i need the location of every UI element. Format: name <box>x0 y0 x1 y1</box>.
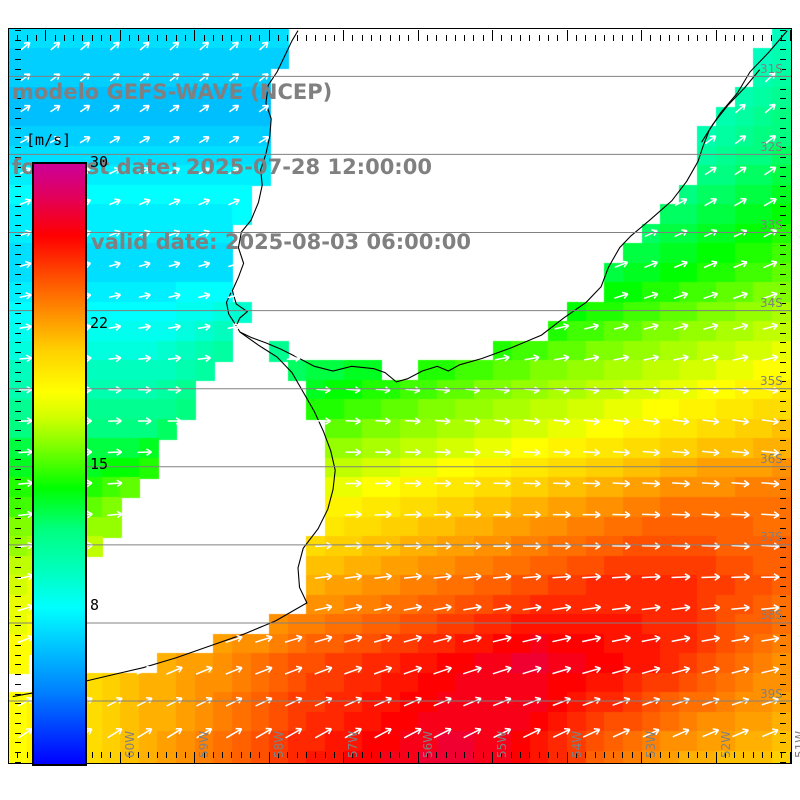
colorbar-tick-30: 30 <box>90 153 109 171</box>
right-axis-ticks <box>780 28 793 764</box>
latitude-label: 36S <box>760 452 783 467</box>
latitude-label: 33S <box>760 218 783 233</box>
longitude-label: 53W <box>644 730 659 758</box>
longitude-label: 58W <box>271 730 286 758</box>
latitude-label: 32S <box>760 139 783 154</box>
valid-date: valid date: 2025-08-03 06:00:00 <box>91 230 471 254</box>
lat-lon-gridlines <box>9 75 791 702</box>
model-name: modelo GEFS-WAVE (NCEP) <box>12 80 333 104</box>
wind-speed-field <box>9 29 791 763</box>
latitude-label: 34S <box>760 296 783 311</box>
longitude-label: 56W <box>420 730 435 758</box>
map-frame[interactable] <box>8 28 792 764</box>
longitude-label: 52W <box>718 730 733 758</box>
colorbar-gradient <box>32 162 87 766</box>
top-axis-ticks <box>8 28 792 41</box>
colorbar-tick-15: 15 <box>90 455 109 473</box>
latitude-label: 31S <box>760 61 783 76</box>
latitude-label: 38S <box>760 608 783 623</box>
longitude-label: 55W <box>495 730 510 758</box>
colorbar-unit-label: [m/s] <box>26 131 72 149</box>
longitude-label: 51W <box>793 730 800 758</box>
colorbar-tick-22: 22 <box>90 314 109 333</box>
longitude-label: 59W <box>197 730 212 758</box>
latitude-label: 35S <box>760 374 783 389</box>
longitude-label: 57W <box>346 730 361 758</box>
left-axis-ticks <box>8 28 21 764</box>
longitude-label: 60W <box>122 730 137 758</box>
colorbar <box>32 162 87 766</box>
latitude-label: 37S <box>760 530 783 545</box>
latitude-label: 39S <box>760 686 783 701</box>
title-block: modelo GEFS-WAVE (NCEP) forecast date: 2… <box>8 30 528 305</box>
longitude-label: 54W <box>569 730 584 758</box>
colorbar-tick-8: 8 <box>90 595 100 614</box>
